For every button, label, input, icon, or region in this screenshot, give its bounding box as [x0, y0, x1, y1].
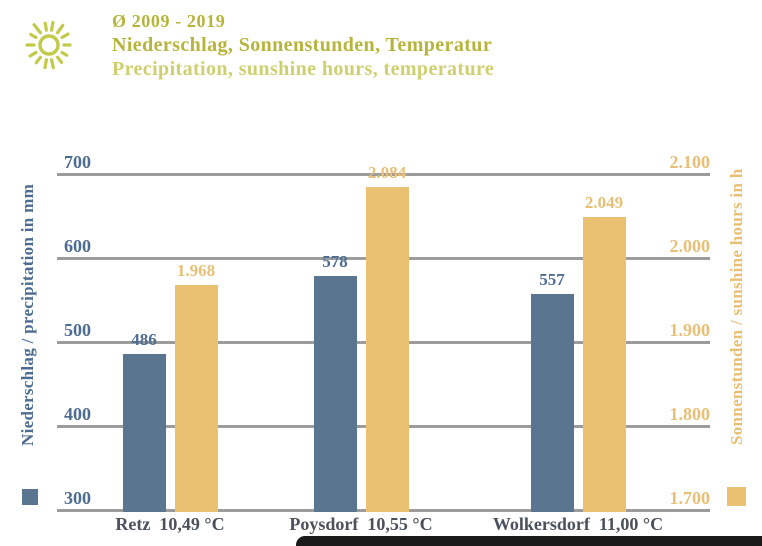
- sunshine-value-label: 2.084: [367, 163, 407, 183]
- period-title: Ø 2009 - 2019: [112, 11, 226, 31]
- sun-icon: [25, 20, 72, 70]
- left-axis-tick: 300: [64, 488, 91, 508]
- precipitation-value-label: 557: [539, 270, 565, 290]
- right-axis-tick: 1.900: [669, 320, 711, 340]
- sunshine-bar: [174, 284, 218, 512]
- category-label: Retz 10,49 °C: [115, 514, 225, 534]
- category-label: Poysdorf 10,55 °C: [289, 514, 433, 534]
- precipitation-bar: [313, 276, 357, 512]
- right-axis-title: Sonnenstunden / sunshine hours in h: [727, 168, 746, 446]
- left-axis-tick: 500: [64, 320, 91, 340]
- right-axis-tick: 1.800: [669, 404, 711, 424]
- sunshine-bar: [582, 216, 626, 512]
- title-english: Precipitation, sunshine hours, temperatu…: [112, 58, 495, 80]
- sunshine-value-label: 2.049: [584, 192, 624, 212]
- left-axis-tick: 400: [64, 404, 91, 424]
- title-german: Niederschlag, Sonnenstunden, Temperatur: [112, 34, 493, 56]
- bottom-black-bar: [296, 536, 762, 546]
- header: Ø 2009 - 2019 Niederschlag, Sonnenstunde…: [112, 9, 494, 81]
- precipitation-legend-swatch: [22, 489, 38, 505]
- precipitation-bar: [122, 353, 166, 512]
- right-axis-tick: 1.700: [669, 488, 711, 508]
- gridline: [57, 173, 710, 176]
- left-axis-title: Niederschlag / precipitation in mm: [18, 183, 37, 447]
- category-label: Wolkersdorf 11,00 °C: [492, 514, 664, 534]
- right-axis-tick: 2.100: [669, 152, 711, 172]
- precipitation-value-label: 578: [322, 252, 348, 272]
- sunshine-bar: [365, 187, 409, 512]
- left-axis-tick: 600: [64, 236, 91, 256]
- left-axis-tick: 700: [64, 152, 91, 172]
- precipitation-value-label: 486: [131, 329, 157, 349]
- right-axis-tick: 2.000: [669, 236, 711, 256]
- sunshine-legend-swatch: [727, 487, 746, 506]
- precipitation-bar: [530, 294, 574, 512]
- sunshine-value-label: 1.968: [176, 260, 216, 280]
